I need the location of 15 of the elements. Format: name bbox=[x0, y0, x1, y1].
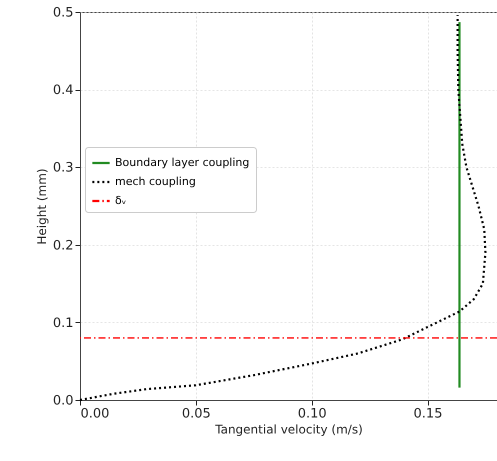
x-tick-label: 0.15 bbox=[414, 406, 442, 422]
y-tick-label: 0.1 bbox=[52, 316, 74, 331]
x-tick-label: 0.10 bbox=[298, 406, 327, 422]
y-tick-label: 0.5 bbox=[52, 6, 74, 20]
y-tick-label: 0.3 bbox=[52, 160, 74, 176]
y-tick-label: 0.0 bbox=[52, 394, 74, 408]
legend-label: mech coupling bbox=[115, 175, 196, 188]
y-axis-title: Height (mm) bbox=[34, 168, 49, 245]
legend-label: δᵥ bbox=[115, 194, 126, 207]
x-tick-label: 0.05 bbox=[182, 406, 211, 422]
x-tick-label: 0.00 bbox=[80, 406, 110, 422]
y-tick-label: 0.4 bbox=[52, 83, 74, 98]
legend-label: Boundary layer coupling bbox=[115, 156, 250, 169]
x-axis-title: Tangential velocity (m/s) bbox=[214, 422, 363, 436]
y-tick-label: 0.2 bbox=[52, 238, 74, 254]
